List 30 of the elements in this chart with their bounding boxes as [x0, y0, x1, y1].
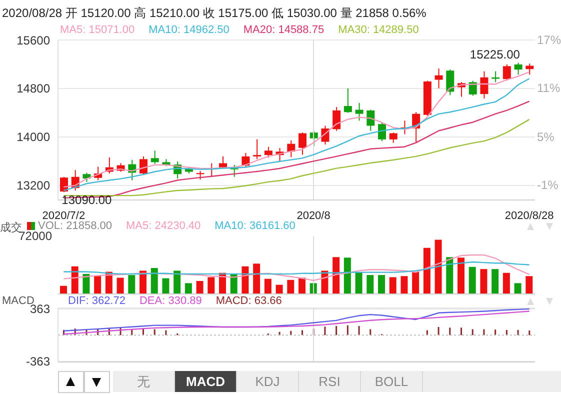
x-tick-label: 2020/8	[296, 210, 330, 222]
y-tick-label: 14800	[16, 82, 50, 96]
x-tick-label: 2020/7/2	[42, 210, 86, 222]
text: MA5: 15071.00	[60, 24, 135, 36]
text: KDJ	[237, 371, 299, 392]
annotation: 13090.00	[62, 193, 112, 208]
series-label: DEA: 330.89	[139, 295, 202, 307]
text: MA10: 14962.50	[148, 24, 230, 36]
text: BOLL	[361, 371, 423, 392]
legend-label: VOL: 21858.00	[38, 220, 112, 232]
text: MA5: 24230.40	[126, 220, 201, 232]
text: MA10: 36161.60	[214, 220, 296, 232]
text: MACD	[175, 371, 237, 392]
y-tick-label: -363	[26, 354, 50, 369]
x-tick-label: 2020/8/28	[504, 210, 554, 222]
text: 无	[113, 371, 175, 392]
y2-tick-label: -1%	[537, 178, 558, 192]
y-tick-label: 13200	[16, 178, 50, 193]
y-tick-label: 14000	[16, 130, 50, 144]
text: MA20: 14588.75	[243, 24, 324, 36]
chart-title: 2020/08/28 开 15120.00 高 15210.00 收 15175.00 低 15030.00 量 21858 0.56%	[2, 5, 426, 22]
series-label: DIF: 362.72	[68, 295, 126, 307]
annotation: 15225.00	[470, 48, 520, 62]
y2-tick-label: 11%	[537, 81, 560, 96]
text: RSI	[299, 371, 361, 392]
y2-tick-label: 17%	[537, 33, 561, 47]
y2-tick-label: 5%	[537, 130, 554, 144]
text: MA30: 14289.50	[338, 24, 419, 36]
y-tick-label: 15600	[16, 33, 50, 48]
text: MACD: 63.66	[216, 295, 282, 307]
